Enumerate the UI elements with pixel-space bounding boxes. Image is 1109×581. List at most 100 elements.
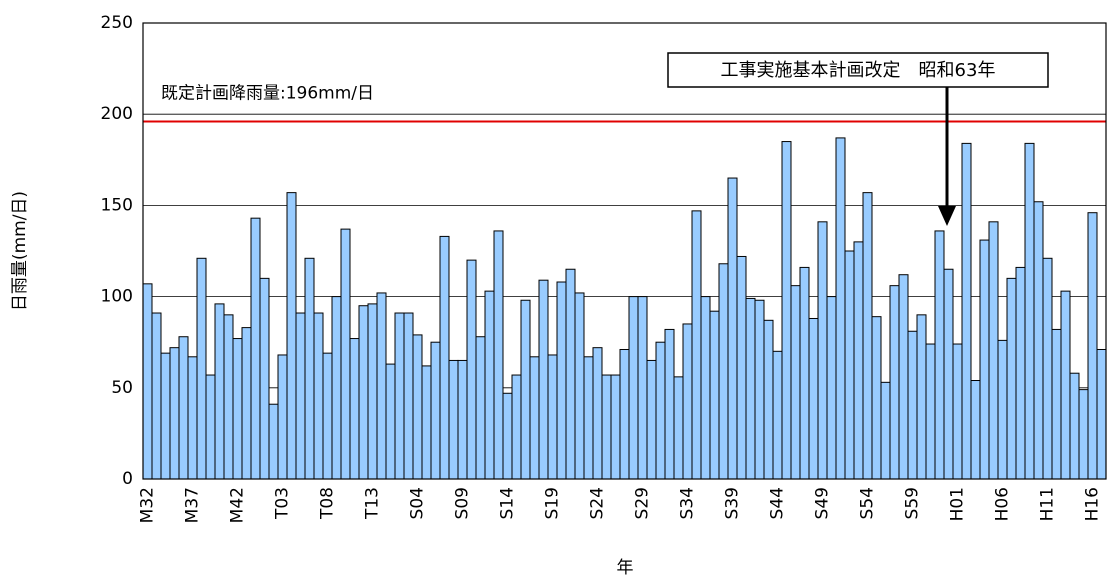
- bar: [808, 317, 819, 480]
- bar: [1042, 257, 1053, 480]
- bar: [430, 341, 441, 480]
- bar: [610, 374, 621, 480]
- bar: [844, 250, 855, 480]
- bar: [1033, 201, 1044, 480]
- bar: [727, 177, 738, 480]
- bar: [250, 217, 261, 480]
- bar: [322, 352, 333, 480]
- x-tick-label: S24: [588, 487, 608, 519]
- bar: [484, 290, 495, 480]
- bar: [151, 312, 162, 480]
- x-tick-label: S59: [903, 487, 923, 519]
- bar: [637, 296, 648, 480]
- bar: [331, 296, 342, 480]
- bar: [853, 241, 864, 480]
- x-tick-label: S19: [543, 487, 563, 519]
- bar: [475, 336, 486, 480]
- x-tick-label: M32: [138, 487, 158, 523]
- bar: [268, 403, 279, 480]
- bar: [520, 299, 531, 480]
- bar: [1087, 212, 1098, 480]
- bar: [961, 142, 972, 480]
- x-tick-label: H06: [993, 487, 1013, 521]
- bar: [178, 336, 189, 480]
- x-tick-label: S44: [768, 487, 788, 519]
- bar: [772, 350, 783, 480]
- bar: [295, 312, 306, 480]
- bar: [898, 274, 909, 480]
- bar: [925, 343, 936, 480]
- bar: [169, 347, 180, 480]
- x-tick-label: H11: [1038, 487, 1058, 521]
- x-tick-label: S34: [678, 487, 698, 519]
- x-tick-label: S14: [498, 487, 518, 519]
- bar: [574, 292, 585, 480]
- bar: [511, 374, 522, 480]
- bar: [646, 359, 657, 480]
- bar: [187, 356, 198, 480]
- y-tick-label: 250: [101, 13, 133, 33]
- bar: [601, 374, 612, 480]
- bar: [997, 339, 1008, 480]
- bar: [1015, 266, 1026, 480]
- bar: [1024, 142, 1035, 480]
- bar: [691, 210, 702, 480]
- bar: [412, 334, 423, 480]
- bar: [862, 192, 873, 480]
- bar: [457, 359, 468, 480]
- bar: [340, 228, 351, 480]
- bar: [196, 257, 207, 480]
- x-tick-label: M42: [228, 487, 248, 523]
- bar: [376, 292, 387, 480]
- bar: [259, 277, 270, 480]
- bar: [988, 221, 999, 480]
- bar: [385, 363, 396, 480]
- bar: [439, 235, 450, 480]
- x-tick-label: T03: [273, 487, 293, 520]
- x-tick-label: H16: [1083, 487, 1103, 521]
- bar: [403, 312, 414, 480]
- bar: [547, 354, 558, 480]
- bar: [700, 296, 711, 480]
- bar: [502, 392, 513, 480]
- bar: [232, 338, 243, 480]
- bar: [349, 338, 360, 480]
- bar: [754, 299, 765, 480]
- bar: [565, 268, 576, 480]
- x-tick-label: S09: [453, 487, 473, 519]
- bar: [709, 310, 720, 480]
- bar: [952, 343, 963, 480]
- y-tick-label: 150: [101, 195, 133, 215]
- bar: [313, 312, 324, 480]
- x-tick-label: S39: [723, 487, 743, 519]
- annotation-arrowhead: [938, 206, 956, 226]
- bar: [943, 268, 954, 480]
- bar: [934, 230, 945, 480]
- bar: [394, 312, 405, 480]
- bar: [358, 305, 369, 480]
- bar: [529, 356, 540, 480]
- bar: [889, 285, 900, 480]
- bar: [241, 327, 252, 480]
- bar: [1069, 372, 1080, 480]
- bar: [304, 257, 315, 480]
- x-tick-label: S49: [813, 487, 833, 519]
- bar: [871, 316, 882, 480]
- bar: [448, 359, 459, 480]
- bar: [799, 266, 810, 480]
- bar: [592, 347, 603, 480]
- bar: [1078, 389, 1089, 480]
- bar: [826, 296, 837, 480]
- x-tick-label: T13: [363, 487, 383, 520]
- bar: [718, 263, 729, 480]
- bar: [664, 328, 675, 480]
- bar: [583, 356, 594, 480]
- bar: [277, 354, 288, 480]
- bar: [214, 303, 225, 480]
- bar: [160, 352, 171, 480]
- y-tick-label: 200: [101, 104, 133, 124]
- x-tick-label: H01: [948, 487, 968, 521]
- y-axis-label: 日雨量(mm/日): [10, 191, 30, 311]
- reference-label: 既定計画降雨量:196mm/日: [161, 83, 374, 103]
- annotation: 工事実施基本計画改定 昭和63年: [721, 60, 996, 81]
